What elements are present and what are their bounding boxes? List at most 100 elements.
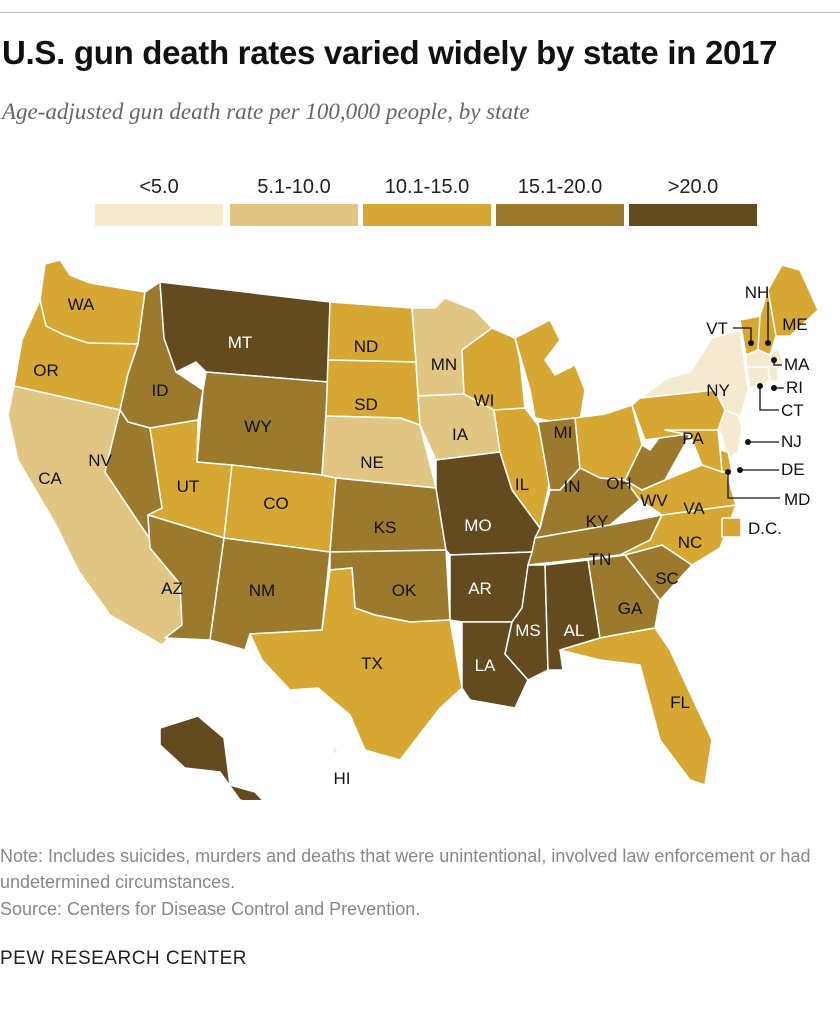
state-label: AZ — [161, 579, 183, 598]
legend-swatch — [363, 204, 491, 226]
legend-swatch — [496, 204, 624, 226]
leader-line — [727, 472, 780, 499]
state-label: RI — [786, 378, 803, 397]
legend-label: >20.0 — [668, 176, 719, 198]
state-label: ID — [152, 381, 169, 400]
state-md — [664, 429, 723, 473]
state-label: VA — [683, 499, 705, 518]
state-ak — [159, 715, 264, 800]
state-label: KY — [586, 512, 609, 531]
state-label: KS — [374, 518, 397, 537]
state-label: MI — [554, 423, 573, 442]
state-label: AR — [468, 579, 492, 598]
state-label: WV — [640, 491, 668, 510]
state-label: DE — [781, 460, 805, 479]
state-il — [493, 407, 551, 529]
us-map: <5.0 5.1-10.0 10.1-15.0 15.1-20.0 >20.0 WA OR… — [7, 176, 819, 800]
state-label: NJ — [781, 432, 802, 451]
state-label: CT — [781, 401, 804, 420]
state-label: NV — [88, 451, 112, 470]
state-label: MA — [784, 355, 810, 374]
state-label: SC — [655, 569, 679, 588]
state-label: OK — [392, 581, 417, 600]
state-dc. — [721, 517, 742, 538]
state-label: NM — [249, 581, 275, 600]
state-label: CO — [263, 494, 289, 513]
state-label: IN — [564, 477, 581, 496]
state-label: SD — [354, 395, 378, 414]
leader-dot — [771, 357, 777, 363]
state-label: LA — [475, 656, 496, 675]
state-hi — [331, 747, 339, 755]
state-label: HI — [334, 769, 351, 788]
state-labels: WA OR CA ID NV MT WY UT CO AZ NM ND SD NE KS OK TX MN IA MO… — [33, 295, 705, 788]
leader-dot — [771, 385, 777, 391]
legend-label: 15.1-20.0 — [518, 176, 603, 198]
state-label: AK — [179, 701, 202, 720]
legend-swatch — [95, 204, 223, 226]
state-label: MS — [515, 621, 541, 640]
legend-swatch — [629, 204, 757, 226]
state-mi — [514, 319, 586, 423]
state-label: MT — [228, 333, 253, 352]
state-label: FL — [670, 693, 690, 712]
state-label: WY — [244, 417, 271, 436]
state-label: GA — [618, 599, 643, 618]
legend-label: 10.1-15.0 — [385, 176, 470, 198]
state-label: PA — [682, 429, 704, 448]
state-mt — [159, 281, 331, 383]
leader-dot — [748, 340, 754, 346]
state-label: TX — [361, 654, 383, 673]
state-fl — [559, 627, 713, 786]
legend-label: 5.1-10.0 — [257, 176, 330, 198]
state-label: D.C. — [748, 519, 782, 538]
state-shapes — [7, 259, 819, 800]
state-label: IA — [452, 425, 469, 444]
publisher-logo-text: PEW RESEARCH CENTER — [0, 948, 248, 969]
state-label: CA — [38, 469, 62, 488]
state-label: WA — [68, 295, 95, 314]
state-label: OR — [33, 361, 59, 380]
state-label: IL — [515, 475, 529, 494]
state-sd — [325, 359, 421, 426]
state-ny — [639, 329, 749, 423]
state-label: NH — [745, 283, 770, 302]
state-label: ME — [782, 315, 808, 334]
state-label: TN — [589, 550, 612, 569]
state-label: NY — [706, 381, 730, 400]
state-label: UT — [177, 477, 200, 496]
state-label: MO — [464, 516, 491, 535]
state-label: MN — [431, 355, 457, 374]
state-ms — [504, 564, 549, 681]
state-label: VT — [706, 319, 728, 338]
state-label: MD — [784, 490, 810, 509]
leader-dot — [737, 467, 743, 473]
top-rule — [0, 12, 840, 13]
state-label: OH — [606, 474, 632, 493]
state-nh — [757, 289, 777, 356]
footnote: Note: Includes suicides, murders and dea… — [0, 846, 811, 892]
leader-dot — [745, 439, 751, 445]
state-label: AL — [564, 621, 585, 640]
state-label: WI — [474, 391, 495, 410]
state-ne — [321, 415, 437, 489]
chart-title: U.S. gun death rates varied widely by st… — [2, 34, 778, 71]
leader-line — [759, 386, 779, 411]
legend: <5.0 5.1-10.0 10.1-15.0 15.1-20.0 >20.0 — [95, 176, 757, 226]
chart-subtitle: Age-adjusted gun death rate per 100,000 … — [2, 99, 530, 124]
label-leaders: NH VT ME MA NY RI CT NJ DE MDD.C. — [706, 283, 810, 538]
leader-dot — [765, 340, 771, 346]
state-nc — [619, 504, 737, 566]
leader-dot — [757, 383, 763, 389]
source-line: Source: Centers for Disease Control and … — [0, 899, 421, 919]
leader-line — [733, 327, 752, 343]
legend-label: <5.0 — [139, 176, 178, 198]
state-label: ND — [354, 337, 379, 356]
state-tx — [249, 567, 463, 761]
state-ct — [745, 366, 771, 389]
state-label: NE — [360, 453, 384, 472]
state-label: NC — [678, 533, 703, 552]
legend-swatch — [230, 204, 358, 226]
state-me — [767, 264, 819, 337]
leader-dot — [725, 469, 731, 475]
